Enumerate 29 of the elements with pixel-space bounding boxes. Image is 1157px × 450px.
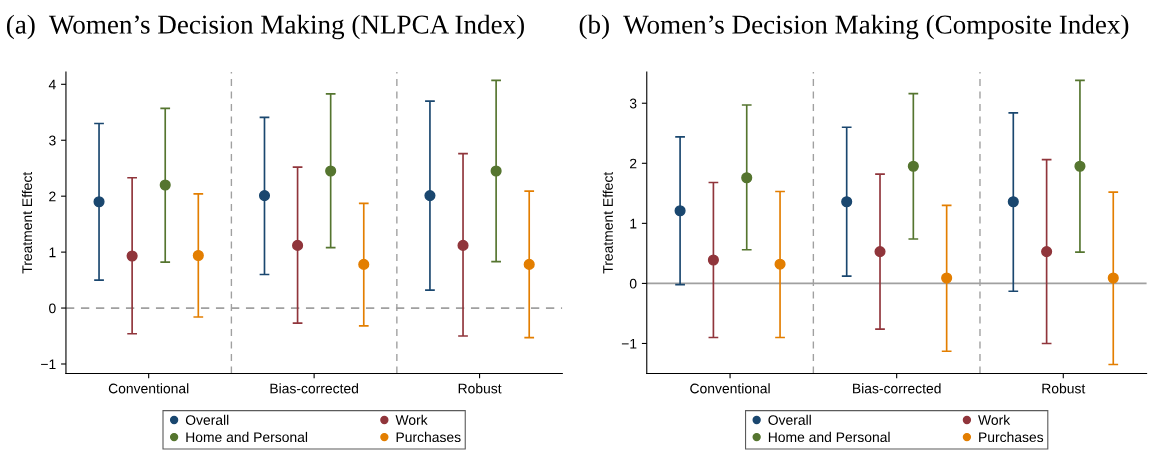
x-tick-label: Robust [458, 383, 502, 394]
y-tick-label: 4 [48, 79, 56, 90]
x-tick-label: Conventional [690, 383, 770, 394]
y-axis-title: Treatment Effect [21, 171, 33, 274]
legend-label: Purchases [396, 431, 461, 443]
y-tick-label: 0 [629, 278, 637, 289]
legend-label: Work [978, 414, 1011, 425]
x-tick-label: Conventional [108, 383, 189, 394]
legend-label: Home and Personal [768, 431, 890, 443]
chart-title: (b) Women’s Decision Making (Composite Index) [579, 14, 1129, 40]
x-tick-label: Robust [1042, 383, 1086, 394]
legend-label: Work [395, 414, 428, 425]
y-tick-label: 2 [630, 158, 637, 169]
x-tick-label: Bias-corrected [853, 383, 941, 394]
y-tick-label: 3 [49, 135, 56, 146]
chart-title: (a) Women’s Decision Making (NLPCA Index) [6, 14, 524, 40]
y-tick-label: 2 [49, 191, 56, 202]
y-tick-label: 1 [630, 218, 637, 229]
legend-label: Overall [185, 414, 229, 425]
y-tick-label: 0 [49, 303, 56, 314]
y-axis-title: Treatment Effect [602, 171, 613, 274]
y-tick-label: 1 [49, 247, 56, 258]
y-tick-label: −1 [41, 359, 56, 370]
legend-label: Purchases [979, 431, 1044, 443]
y-tick-label: 3 [629, 98, 637, 109]
x-tick-label: Bias-corrected [270, 383, 358, 394]
y-tick-label: −1 [621, 338, 637, 349]
legend-label: Home and Personal [186, 431, 308, 443]
legend-label: Overall [768, 414, 811, 425]
